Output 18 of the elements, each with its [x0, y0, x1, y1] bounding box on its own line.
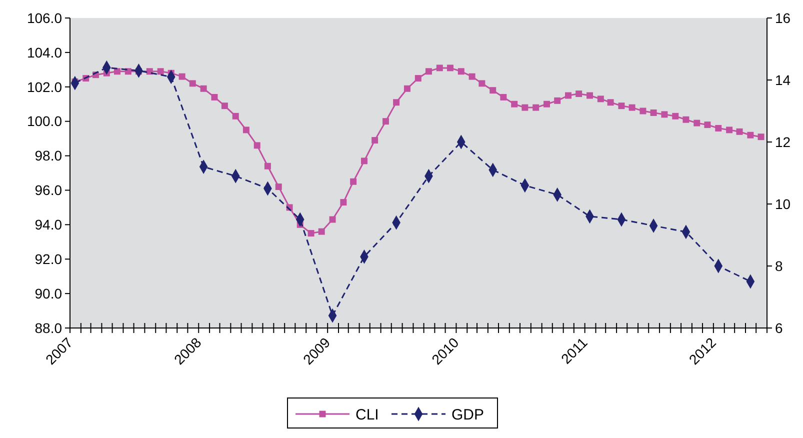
- y-tick-label: 104.0: [26, 44, 62, 60]
- legend-label: GDP: [452, 406, 484, 424]
- y-tick-label: 102.0: [26, 78, 62, 95]
- y-tick-label: 106.0: [26, 10, 62, 26]
- y-tick-label: 92.0: [34, 251, 62, 268]
- y-tick-label: 96.0: [34, 182, 62, 198]
- y2-tick-label: 14: [775, 72, 791, 88]
- y2-tick-label: 10: [775, 196, 791, 212]
- y-tick-label: 98.0: [34, 148, 62, 164]
- y-tick-label: 94.0: [34, 216, 62, 233]
- y2-tick-label: 6: [775, 320, 783, 336]
- y2-tick-label: 16: [775, 10, 791, 26]
- y-tick-label: 90.0: [34, 285, 62, 302]
- y-tick-label: 100.0: [26, 113, 62, 130]
- y2-tick-label: 12: [775, 134, 791, 150]
- y2-tick-label: 8: [775, 258, 783, 274]
- y-tick-label: 88.0: [34, 320, 62, 336]
- legend-label: CLI: [356, 406, 379, 424]
